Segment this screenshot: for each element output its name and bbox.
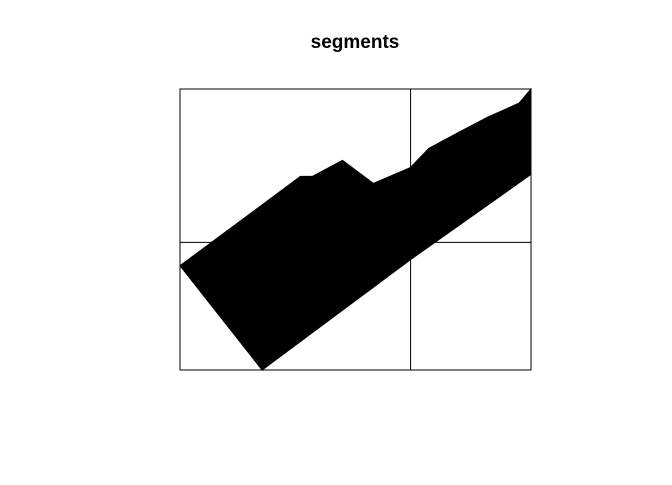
plot-area bbox=[179, 87, 532, 371]
series-area-0 bbox=[179, 87, 532, 371]
chart-title: segments bbox=[311, 32, 400, 53]
plot-frame bbox=[179, 88, 532, 371]
